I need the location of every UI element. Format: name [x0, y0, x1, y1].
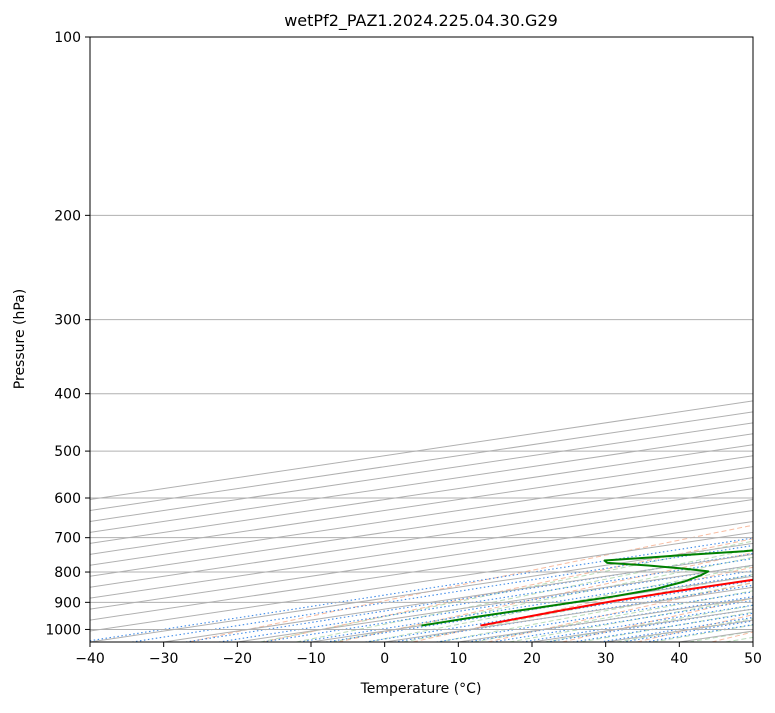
isotherm-line	[90, 466, 753, 566]
skewed-isotherms	[90, 400, 753, 642]
x-tick-label: 40	[670, 651, 688, 667]
y-axis-label: Pressure (hPa)	[12, 289, 28, 389]
dewpoint-profile-line	[421, 549, 753, 627]
y-axis-ticks: 1000 900 800 700 600 500 400 300 200 100	[45, 30, 90, 638]
y-tick-label: 800	[54, 565, 81, 581]
isotherm-line	[90, 531, 753, 632]
mixing-ratio-line	[599, 616, 753, 642]
x-tick-label: 50	[744, 651, 762, 667]
x-tick-label: −10	[296, 651, 326, 667]
y-tick-label: 200	[54, 208, 81, 224]
moist-adiabat	[296, 548, 753, 642]
dry-adiabat	[412, 566, 753, 642]
x-tick-label: 10	[449, 651, 467, 667]
mixing-ratio-line	[522, 604, 753, 642]
x-tick-label: −20	[223, 651, 253, 667]
y-tick-label: 400	[54, 387, 81, 403]
dry-adiabat	[263, 538, 753, 642]
isotherm-line	[90, 455, 753, 555]
isotherm-line	[90, 477, 753, 577]
isotherm-line	[90, 520, 753, 621]
isotherm-line	[90, 509, 753, 610]
x-tick-label: 30	[597, 651, 615, 667]
mixing-ratio-line	[572, 612, 753, 642]
moist-adiabat	[367, 565, 753, 642]
y-tick-label: 900	[54, 595, 81, 611]
mixing-ratio-line	[218, 558, 753, 642]
y-tick-label: 100	[54, 30, 81, 46]
mixing-ratio-line	[90, 537, 753, 642]
moist-adiabat	[260, 540, 753, 642]
x-axis-label: Temperature (°C)	[360, 681, 482, 697]
plot-frame	[89, 36, 754, 643]
x-axis-ticks: −40 −30 −20 −10 0 10 20 30 40 50	[75, 642, 762, 667]
x-tick-label: −30	[149, 651, 179, 667]
x-tick-label: 20	[523, 651, 541, 667]
y-tick-label: 700	[54, 531, 81, 547]
isotherm-line	[90, 499, 753, 599]
plot-area: 0.10.20.40.611.52346810131620253036-100-…	[90, 37, 753, 642]
moist-adiabat	[473, 590, 753, 642]
x-tick-label: 0	[380, 651, 389, 667]
mixing-ratio-line	[185, 553, 753, 642]
y-tick-label: 500	[54, 444, 81, 460]
profile-series	[421, 549, 753, 627]
isotherm-line	[90, 488, 753, 588]
y-tick-label: 600	[54, 491, 81, 507]
isotherm-line	[90, 444, 753, 544]
y-tick-label: 300	[54, 313, 81, 329]
dry-adiabats	[188, 524, 753, 642]
x-tick-label: −40	[75, 651, 105, 667]
y-tick-label: 1000	[45, 622, 81, 638]
dry-adiabat	[562, 597, 753, 642]
dry-adiabat	[487, 581, 753, 642]
chart-title: wetPf2_PAZ1.2024.225.04.30.G29	[284, 11, 558, 31]
